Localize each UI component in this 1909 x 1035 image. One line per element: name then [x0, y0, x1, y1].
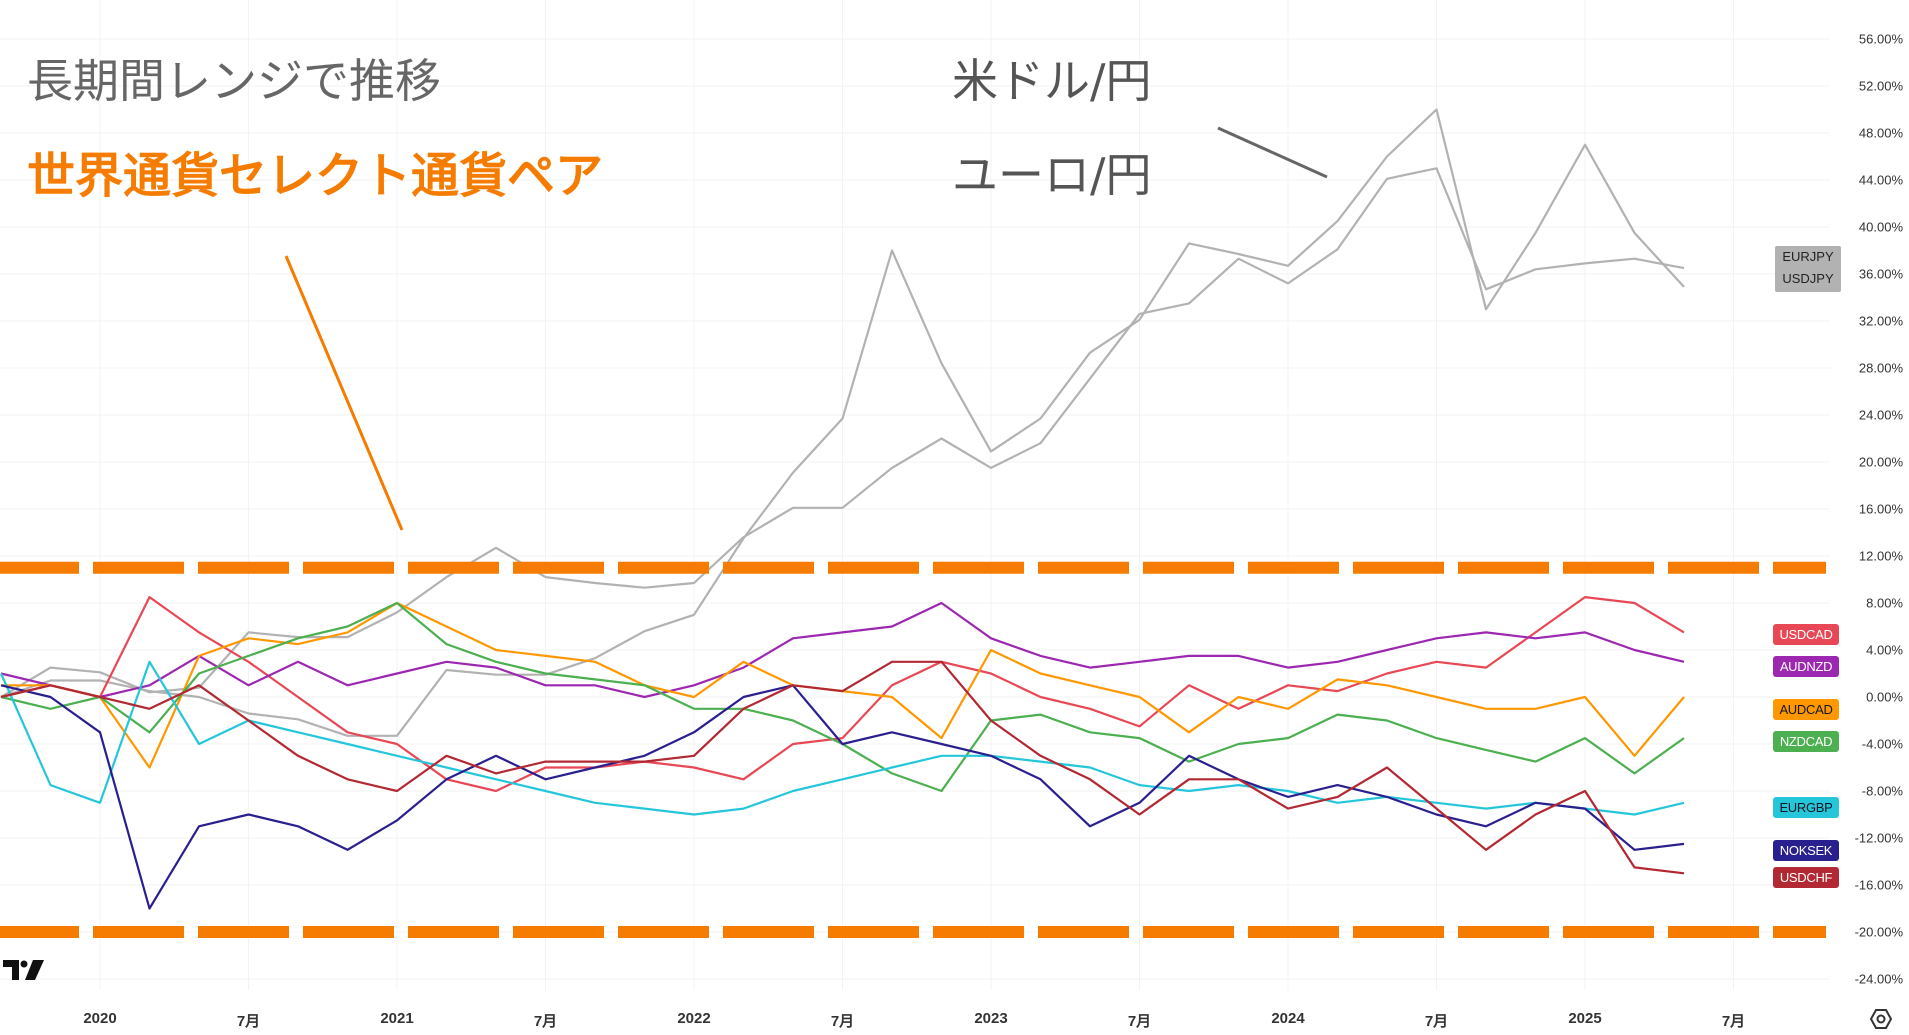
y-tick-label: 28.00% [1858, 360, 1903, 376]
series-line-audnzd [0, 601, 1685, 699]
annotation-arrow-gray [1217, 126, 1328, 179]
y-tick-label: 36.00% [1858, 266, 1903, 282]
y-tick-label: -20.00% [1854, 924, 1903, 940]
y-tick-label: 8.00% [1866, 595, 1903, 611]
range-band [0, 561, 1826, 938]
annotation-select-pairs-text: 世界通貨セレクト通貨ペア [27, 148, 604, 204]
badge-noksek: NOKSEK [1773, 840, 1839, 861]
badge-eurjpy: EURJPY [1782, 249, 1834, 264]
x-tick-label: 7月 [236, 1013, 261, 1030]
y-tick-label: 4.00% [1866, 642, 1903, 658]
badge-eurgbp: EURGBP [1773, 797, 1839, 818]
x-tick-label: 7月 [1127, 1013, 1152, 1030]
y-tick-label: 16.00% [1858, 501, 1903, 517]
settings-icon[interactable] [1870, 1008, 1892, 1030]
x-tick-label: 2024 [1271, 1010, 1305, 1027]
x-tick-label: 2021 [380, 1010, 414, 1027]
annotation-eurjpy-text: ユーロ/円 [952, 148, 1152, 202]
badge-eurjpy-usdjpy: EURJPY USDJPY [1775, 246, 1841, 292]
series-line-noksek [0, 684, 1685, 910]
y-tick-label: 52.00% [1858, 78, 1903, 94]
x-tick-label: 7月 [1721, 1013, 1746, 1030]
y-tick-label: 12.00% [1858, 548, 1903, 564]
y-tick-label: 24.00% [1858, 407, 1903, 423]
x-tick-label: 7月 [1424, 1013, 1449, 1030]
series-line-eurgbp [0, 660, 1685, 816]
badge-audcad: AUDCAD [1773, 699, 1839, 720]
annotation-range-text: 長期間レンジで推移 [27, 54, 441, 108]
x-tick-label: 2022 [677, 1010, 711, 1027]
y-tick-label: 20.00% [1858, 454, 1903, 470]
badge-usdchf: USDCHF [1773, 867, 1839, 888]
badge-audnzd: AUDNZD [1773, 656, 1839, 677]
x-tick-label: 7月 [830, 1013, 855, 1030]
y-tick-label: -16.00% [1854, 877, 1903, 893]
y-tick-label: 44.00% [1858, 172, 1903, 188]
y-tick-label: 0.00% [1866, 689, 1903, 705]
x-tick-label: 2023 [974, 1010, 1008, 1027]
series-line-usdchf [0, 660, 1685, 875]
series-line-usdjpy [0, 108, 1685, 737]
y-tick-label: -24.00% [1854, 971, 1903, 987]
series-line-usdcad [0, 595, 1685, 793]
y-tick-label: -12.00% [1854, 830, 1903, 846]
y-tick-label: 32.00% [1858, 313, 1903, 329]
y-tick-label: 48.00% [1858, 125, 1903, 141]
x-tick-label: 2025 [1568, 1010, 1602, 1027]
y-tick-label: -8.00% [1861, 783, 1903, 799]
y-tick-label: 56.00% [1858, 31, 1903, 47]
y-tick-label: 40.00% [1858, 219, 1903, 235]
grid-lines [0, 0, 1830, 990]
x-tick-label: 2020 [83, 1010, 117, 1027]
x-tick-label: 7月 [533, 1013, 558, 1030]
badge-nzdcad: NZDCAD [1773, 731, 1839, 752]
series-lines [0, 108, 1685, 910]
badge-usdcad: USDCAD [1773, 624, 1839, 645]
tradingview-logo[interactable] [3, 960, 45, 982]
y-tick-label: -4.00% [1861, 736, 1903, 752]
series-line-eurjpy [0, 167, 1685, 698]
badge-usdjpy: USDJPY [1782, 271, 1834, 286]
annotation-arrow-orange [284, 255, 404, 531]
annotation-usdjpy-text: 米ドル/円 [952, 54, 1152, 108]
